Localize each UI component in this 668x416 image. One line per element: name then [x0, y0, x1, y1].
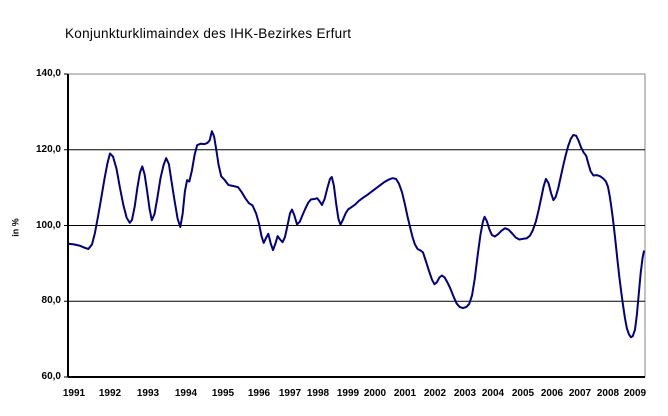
x-tick-label-2008: 2008 — [596, 388, 620, 399]
y-tick-label-100: 100,0 — [35, 219, 61, 231]
y-tick-label-80: 80,0 — [41, 295, 61, 307]
x-tick-label-1996: 1996 — [247, 388, 271, 399]
x-tick-label-2002: 2002 — [423, 388, 447, 399]
x-tick-label-2006: 2006 — [540, 388, 564, 399]
x-tick-label-2009: 2009 — [623, 388, 647, 399]
x-tick-label-2003: 2003 — [453, 388, 477, 399]
y-tick-label-60: 60,0 — [41, 371, 61, 382]
y-tick-label-140: 140,0 — [35, 68, 61, 79]
chart-title: Konjunkturklimaindex des IHK-Bezirkes Er… — [65, 26, 352, 41]
x-tick-label-2007: 2007 — [568, 388, 592, 399]
x-tick-label-1995: 1995 — [211, 388, 235, 399]
x-tick-label-2000: 2000 — [363, 388, 387, 399]
x-tick-label-1997: 1997 — [278, 388, 302, 399]
x-tick-label-1994: 1994 — [174, 388, 198, 399]
x-tick-label-2004: 2004 — [481, 388, 505, 399]
x-tick-label-1993: 1993 — [136, 388, 160, 399]
x-tick-label-2001: 2001 — [393, 388, 417, 399]
x-tick-label-2005: 2005 — [511, 388, 535, 399]
x-tick-label-1991: 1991 — [62, 388, 86, 399]
x-tick-label-1992: 1992 — [98, 388, 122, 399]
y-tick-label-120: 120,0 — [35, 143, 61, 155]
x-tick-label-1999: 1999 — [336, 388, 360, 399]
index-line-series — [67, 130, 645, 339]
x-tick-label-1998: 1998 — [306, 388, 330, 399]
